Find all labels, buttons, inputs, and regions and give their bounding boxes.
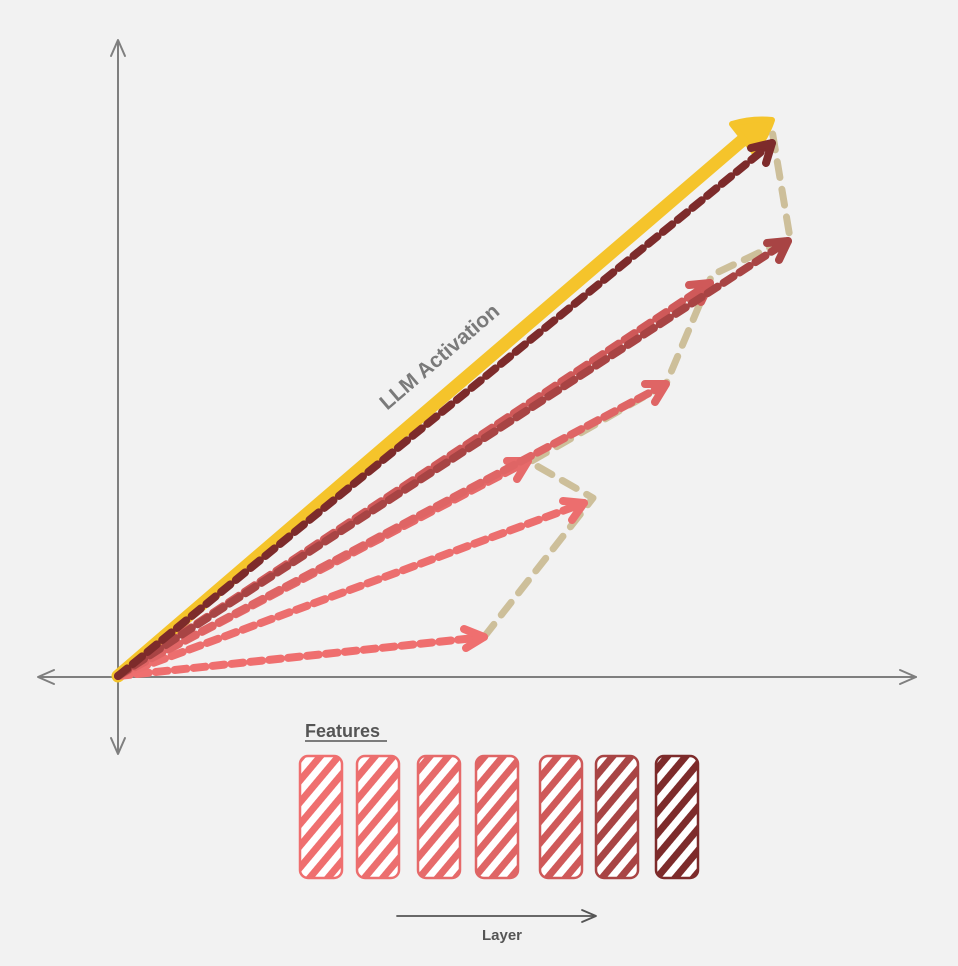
feature-vector-1 <box>114 625 488 680</box>
y-axis-arrow-down <box>110 737 126 755</box>
layer-axis: Layer <box>396 909 597 944</box>
feature-vector-4 <box>114 380 670 680</box>
features-legend: Features <box>298 721 700 880</box>
feature-vectors <box>114 139 792 680</box>
y-axis-arrow-up <box>110 39 126 57</box>
feature-vector-6 <box>114 237 792 680</box>
feature-vector-2 <box>114 497 588 680</box>
features-title: Features <box>305 721 380 741</box>
feature-swatch-7 <box>654 754 700 880</box>
feature-sum-path <box>480 126 794 641</box>
axes <box>37 39 917 755</box>
feature-swatch-5 <box>538 754 584 880</box>
feature-vector-7 <box>114 139 776 680</box>
x-axis-arrow-right <box>899 669 917 685</box>
feature-swatch-4 <box>474 754 520 880</box>
layer-label: Layer <box>482 927 522 944</box>
layer-arrow-head <box>581 909 597 923</box>
feature-swatch-3 <box>416 754 462 880</box>
feature-swatch-2 <box>355 754 401 880</box>
x-axis-arrow-left <box>37 669 55 685</box>
feature-swatch-1 <box>298 754 344 880</box>
feature-swatch-6 <box>594 754 640 880</box>
